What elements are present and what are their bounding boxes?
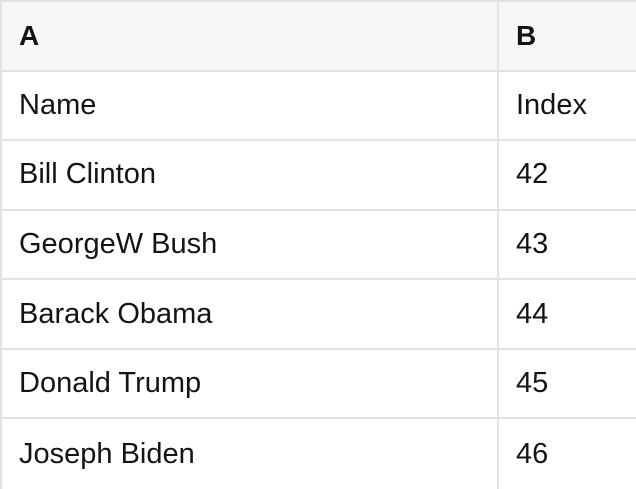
cell-text: Joseph Biden	[19, 437, 195, 470]
cell-text: 43	[516, 228, 549, 261]
column-header-a[interactable]: A	[2, 2, 499, 72]
table-cell[interactable]: Name	[2, 71, 499, 142]
table-row: Joseph Biden 46	[2, 419, 636, 489]
table-cell[interactable]: Joseph Biden	[2, 419, 499, 489]
column-header-a-label: A	[19, 19, 40, 51]
table-cell[interactable]: 45	[499, 349, 636, 420]
table-cell[interactable]: Index	[499, 71, 636, 142]
table-cell[interactable]: Donald Trump	[2, 349, 499, 420]
table-row: Barack Obama 44	[2, 280, 636, 350]
table-row: GeorgeW Bush 43	[2, 210, 636, 281]
table-cell[interactable]: 42	[499, 141, 636, 211]
table-row: Donald Trump 45	[2, 349, 636, 420]
table-row: Bill Clinton 42	[2, 141, 636, 211]
table-cell[interactable]: GeorgeW Bush	[2, 210, 499, 281]
cell-text: GeorgeW Bush	[19, 228, 218, 261]
table-cell[interactable]: 43	[499, 210, 636, 281]
cell-text: Barack Obama	[19, 297, 213, 330]
cell-text: Bill Clinton	[19, 158, 156, 191]
column-header-row: A B	[2, 2, 636, 72]
table-cell[interactable]: Bill Clinton	[2, 141, 499, 211]
column-header-b[interactable]: B	[499, 2, 636, 72]
cell-text: 46	[516, 437, 549, 470]
cell-text: 45	[516, 367, 549, 400]
column-header-b-label: B	[516, 19, 537, 51]
cell-text: Donald Trump	[19, 367, 202, 400]
table-cell[interactable]: 44	[499, 280, 636, 350]
cell-text: Name	[19, 88, 97, 121]
cell-text: 44	[516, 297, 549, 330]
cell-text: 42	[516, 158, 549, 191]
table-row: Name Index	[2, 71, 636, 142]
table-cell[interactable]: Barack Obama	[2, 280, 499, 350]
cell-text: Index	[516, 88, 587, 121]
table-cell[interactable]: 46	[499, 419, 636, 489]
